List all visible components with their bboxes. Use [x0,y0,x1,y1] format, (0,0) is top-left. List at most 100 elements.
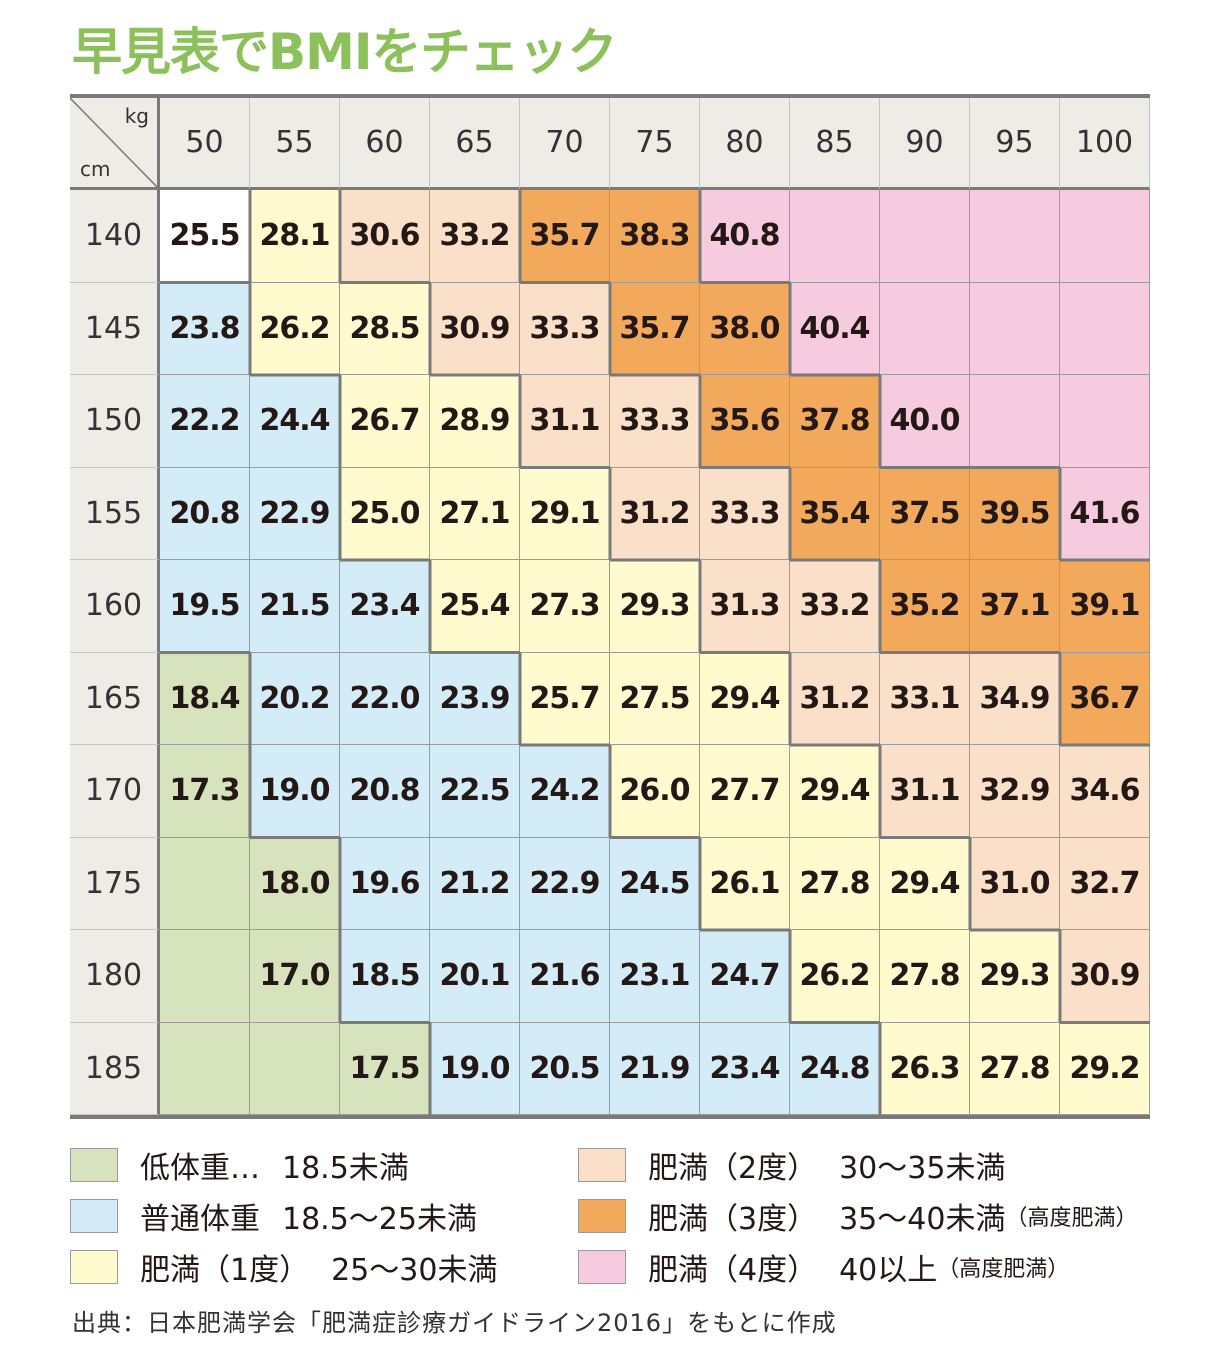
bmi-cell: 17.5 [340,1022,430,1115]
bmi-cell: 27.8 [790,837,880,930]
bmi-cell: 38.0 [700,282,790,375]
height-unit-label: cm [80,157,111,181]
bmi-cell: 33.1 [880,652,970,745]
bmi-cell: 26.3 [880,1022,970,1115]
bmi-cell: 41.6 [1060,467,1150,560]
height-header: 180 [70,930,160,1023]
bmi-cell: 21.5 [250,560,340,653]
height-header: 150 [70,375,160,468]
page-title: 早見表でBMIをチェック [72,23,617,81]
bmi-cell: 33.3 [520,282,610,375]
bmi-cell: 29.2 [1060,1022,1150,1115]
bmi-cell: 34.6 [1060,745,1150,838]
height-header: 140 [70,190,160,283]
bmi-cell: 18.0 [250,837,340,930]
height-header: 185 [70,1022,160,1115]
weight-header: 90 [880,98,970,190]
bmi-cell: 35.6 [700,375,790,468]
bmi-cell: 30.6 [340,190,430,283]
bmi-cell: 27.8 [880,930,970,1023]
bmi-cell: 18.4 [160,652,250,745]
legend-item-ob3: 肥満（3度） 35～40未満 （高度肥満） [578,1194,1137,1238]
legend-range: 25～30未満 [331,1253,498,1288]
bmi-cell: 33.3 [610,375,700,468]
bmi-cell [160,837,250,930]
bmi-table: kg cm 50 55 60 65 70 75 80 85 90 95 100 140 25.5 28.1… [70,94,1150,1119]
height-header: 165 [70,652,160,745]
bmi-cell: 31.1 [520,375,610,468]
height-header: 170 [70,745,160,838]
bmi-cell [1060,375,1150,468]
weight-header: 85 [790,98,880,190]
bmi-cell: 23.9 [430,652,520,745]
bmi-cell: 31.3 [700,560,790,653]
weight-unit-label: kg [124,104,149,128]
bmi-cell: 26.7 [340,375,430,468]
bmi-cell: 37.5 [880,467,970,560]
bmi-cell: 24.4 [250,375,340,468]
weight-header: 70 [520,98,610,190]
bmi-cell [250,1022,340,1115]
bmi-cell [160,1022,250,1115]
legend-name: 肥満（1度） [140,1253,310,1288]
bmi-cell: 24.2 [520,745,610,838]
bmi-cell: 38.3 [610,190,700,283]
bmi-cell: 28.1 [250,190,340,283]
bmi-cell: 39.5 [970,467,1060,560]
bmi-cell: 23.1 [610,930,700,1023]
bmi-cell: 29.3 [610,560,700,653]
legend-name: 肥満（4度） [648,1253,818,1288]
bmi-cell: 30.9 [430,282,520,375]
bmi-cell [970,375,1060,468]
table-bottom-rule [70,1115,1150,1119]
legend-item-ob4: 肥満（4度） 40以上 （高度肥満） [578,1245,1069,1289]
bmi-cell [790,190,880,283]
bmi-cell: 29.4 [790,745,880,838]
bmi-cell: 19.0 [250,745,340,838]
bmi-cell: 25.4 [430,560,520,653]
bmi-cell: 37.1 [970,560,1060,653]
bmi-cell: 23.8 [160,282,250,375]
bmi-cell: 27.5 [610,652,700,745]
bmi-cell: 34.9 [970,652,1060,745]
bmi-cell: 26.2 [250,282,340,375]
bmi-cell: 32.7 [1060,837,1150,930]
legend-range: 30～35未満 [839,1151,1006,1186]
legend-name: 普通体重 [140,1202,260,1237]
legend-swatch [70,1250,118,1284]
bmi-cell: 40.0 [880,375,970,468]
weight-header: 95 [970,98,1060,190]
bmi-cell [1060,282,1150,375]
bmi-cell: 20.1 [430,930,520,1023]
bmi-cell: 24.5 [610,837,700,930]
bmi-cell: 20.8 [340,745,430,838]
bmi-cell: 21.9 [610,1022,700,1115]
bmi-cell: 33.2 [430,190,520,283]
legend-name: 肥満（3度） [648,1202,818,1237]
legend-swatch [70,1148,118,1182]
legend-name: 肥満（2度） [648,1151,818,1186]
bmi-cell: 39.1 [1060,560,1150,653]
weight-header: 80 [700,98,790,190]
bmi-cell: 28.9 [430,375,520,468]
bmi-cell: 22.9 [520,837,610,930]
bmi-cell: 31.2 [790,652,880,745]
legend-item-under: 低体重… 18.5未満 [70,1143,409,1187]
bmi-cell [970,190,1060,283]
bmi-cell [970,282,1060,375]
legend-swatch [578,1148,626,1182]
weight-header: 75 [610,98,700,190]
bmi-cell: 22.5 [430,745,520,838]
bmi-cell: 36.7 [1060,652,1150,745]
bmi-cell: 29.1 [520,467,610,560]
bmi-cell: 19.5 [160,560,250,653]
legend-swatch [70,1199,118,1233]
bmi-cell: 35.4 [790,467,880,560]
bmi-cell: 21.6 [520,930,610,1023]
bmi-cell: 26.2 [790,930,880,1023]
table-corner: kg cm [70,98,160,190]
bmi-cell: 24.8 [790,1022,880,1115]
bmi-cell [1060,190,1150,283]
bmi-cell: 26.1 [700,837,790,930]
bmi-cell: 40.8 [700,190,790,283]
